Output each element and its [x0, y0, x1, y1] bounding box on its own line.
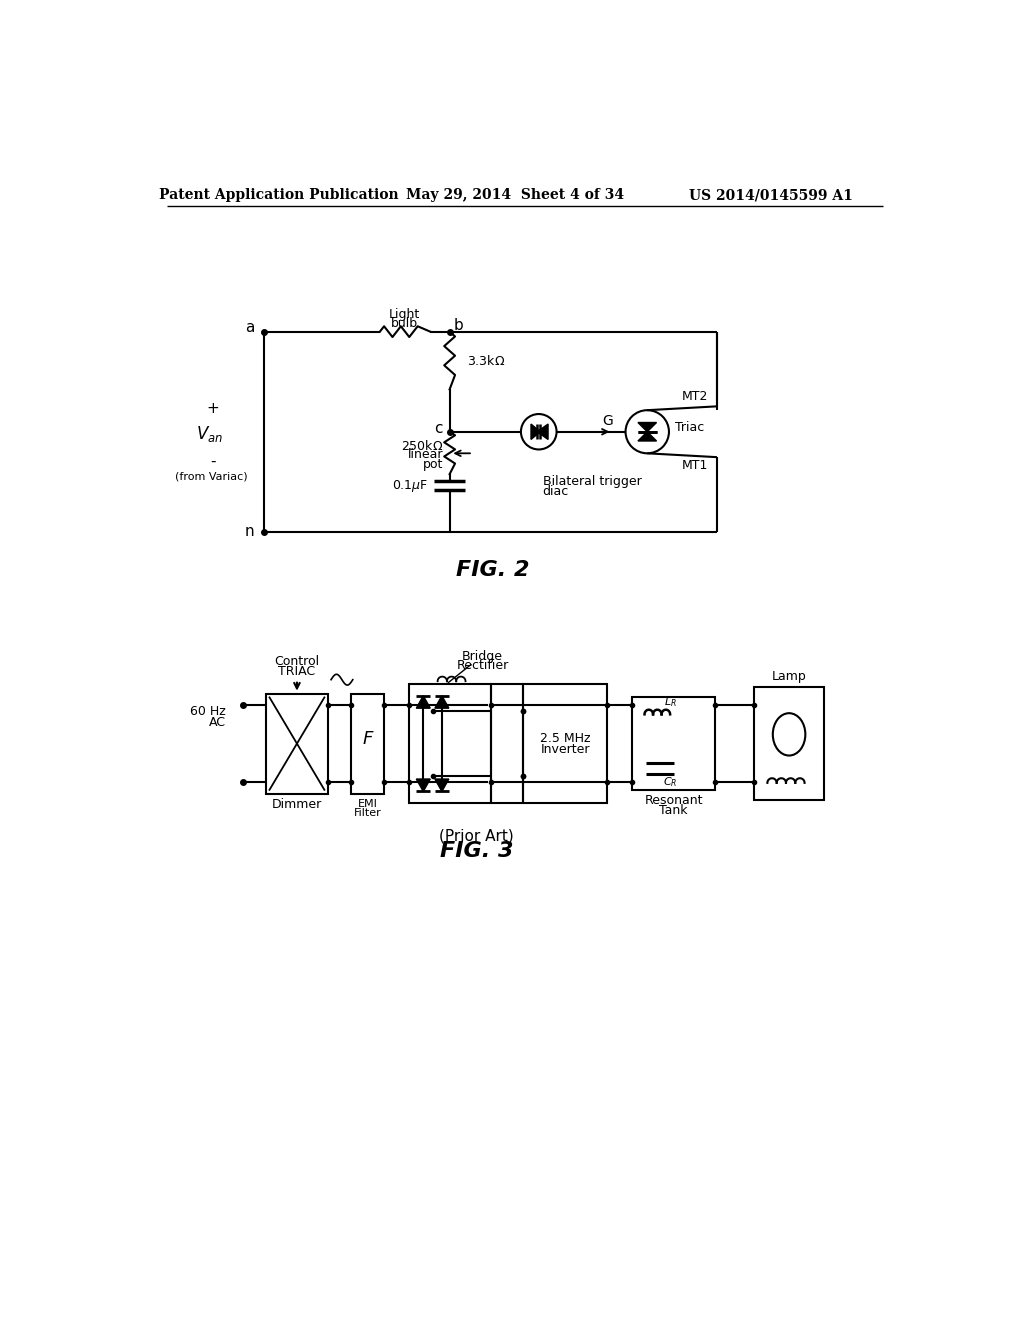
Text: $C_R$: $C_R$: [664, 775, 678, 789]
Polygon shape: [638, 422, 656, 432]
Bar: [266, 693, 328, 793]
Text: Bilateral trigger: Bilateral trigger: [543, 474, 641, 487]
Text: 0.1$\mu$F: 0.1$\mu$F: [391, 478, 428, 494]
Text: (from Variac): (from Variac): [175, 471, 248, 482]
Text: AC: AC: [209, 715, 225, 729]
Text: Patent Application Publication: Patent Application Publication: [160, 189, 399, 202]
Text: -: -: [211, 454, 216, 469]
Text: Inverter: Inverter: [541, 743, 590, 756]
Text: Control: Control: [274, 655, 319, 668]
Text: bulb: bulb: [391, 317, 418, 330]
Text: F: F: [362, 730, 373, 748]
Bar: [755, 688, 824, 800]
Polygon shape: [417, 779, 430, 792]
Text: $V_{an}$: $V_{an}$: [196, 424, 223, 444]
Text: b: b: [454, 318, 464, 333]
Text: Triac: Triac: [675, 421, 705, 434]
Text: MT1: MT1: [682, 459, 709, 473]
Text: 3.3k$\Omega$: 3.3k$\Omega$: [467, 354, 505, 368]
Polygon shape: [417, 696, 430, 708]
Polygon shape: [435, 696, 449, 708]
Text: Rectifier: Rectifier: [457, 659, 509, 672]
Text: MT2: MT2: [682, 389, 709, 403]
Text: US 2014/0145599 A1: US 2014/0145599 A1: [689, 189, 853, 202]
Text: Light: Light: [389, 308, 420, 321]
Text: Filter: Filter: [353, 808, 381, 818]
Bar: [523, 684, 607, 803]
Text: TRIAC: TRIAC: [279, 665, 315, 678]
Text: +: +: [207, 401, 219, 416]
Bar: [410, 684, 490, 803]
Polygon shape: [538, 424, 548, 440]
Bar: [351, 693, 384, 793]
Text: 250k$\Omega$: 250k$\Omega$: [401, 438, 443, 453]
Bar: [632, 697, 716, 789]
Text: Lamp: Lamp: [772, 671, 807, 684]
Text: Resonant: Resonant: [644, 795, 702, 807]
Text: $L_R$: $L_R$: [665, 696, 677, 709]
Text: 2.5 MHz: 2.5 MHz: [540, 733, 591, 746]
Bar: [490, 684, 523, 803]
Text: Bridge: Bridge: [462, 649, 503, 663]
Text: G: G: [602, 414, 613, 428]
Polygon shape: [531, 424, 541, 440]
Text: (Prior Art): (Prior Art): [439, 829, 514, 843]
Text: diac: diac: [543, 486, 569, 499]
Text: c: c: [434, 421, 443, 436]
Text: EMI: EMI: [357, 799, 378, 809]
Polygon shape: [435, 779, 449, 792]
Text: linear: linear: [408, 449, 443, 462]
Text: Dimmer: Dimmer: [271, 797, 323, 810]
Text: pot: pot: [423, 458, 443, 471]
Text: FIG. 3: FIG. 3: [440, 841, 513, 862]
Text: n: n: [245, 524, 255, 540]
Text: a: a: [245, 321, 254, 335]
Text: Tank: Tank: [659, 804, 688, 817]
Text: FIG. 2: FIG. 2: [456, 561, 529, 581]
Text: May 29, 2014  Sheet 4 of 34: May 29, 2014 Sheet 4 of 34: [407, 189, 625, 202]
Text: 60 Hz: 60 Hz: [189, 705, 225, 718]
Polygon shape: [638, 432, 656, 441]
